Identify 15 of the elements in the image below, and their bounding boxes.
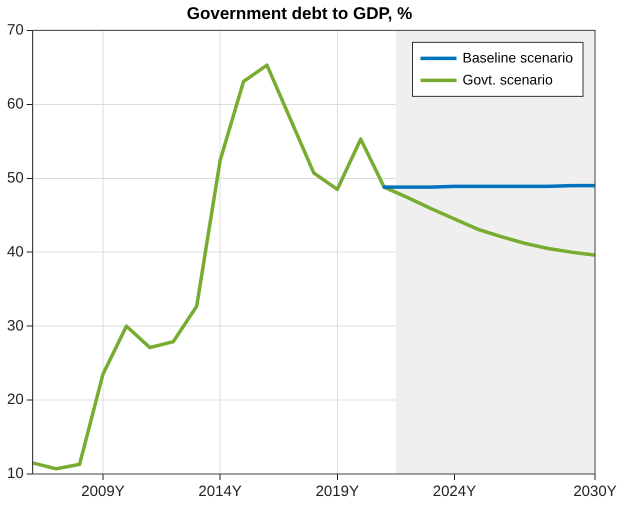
legend-label: Govt. scenario — [462, 71, 553, 88]
y-tick-label: 10 — [6, 465, 24, 482]
y-tick-label: 70 — [6, 22, 24, 39]
y-tick-label: 30 — [6, 317, 24, 334]
x-tick-label: 2030Y — [573, 483, 617, 500]
x-tick-label: 2019Y — [316, 483, 359, 500]
x-tick-label: 2014Y — [198, 483, 242, 500]
x-tick-label: 2024Y — [432, 483, 476, 500]
x-tick-label: 2009Y — [81, 483, 125, 500]
legend-label: Baseline scenario — [462, 49, 574, 66]
y-tick-label: 40 — [6, 243, 24, 260]
y-tick-label: 60 — [6, 95, 24, 112]
chart-title: Government debt to GDP, % — [186, 4, 412, 23]
y-tick-label: 20 — [6, 391, 24, 408]
y-tick-label: 50 — [6, 169, 24, 186]
